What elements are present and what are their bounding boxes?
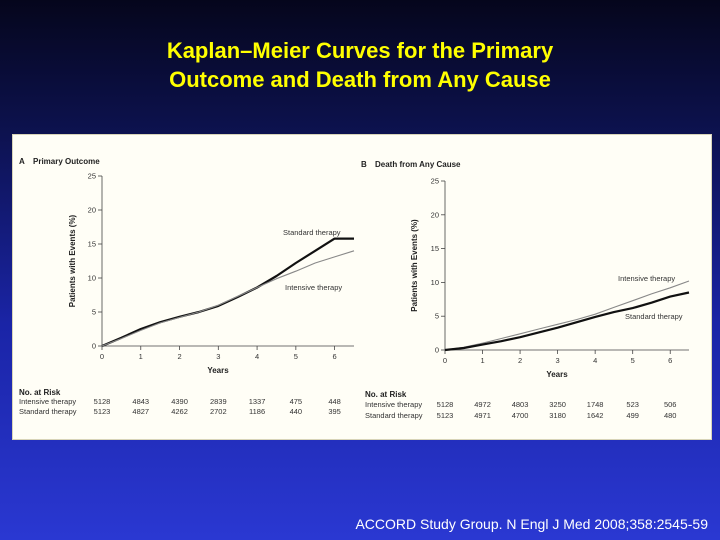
series-label: Intensive therapy [285,283,342,292]
risk-value: 1337 [249,397,266,406]
x-tick-label: 5 [294,352,298,361]
y-tick-label: 15 [431,244,439,253]
risk-value: 5123 [94,407,111,416]
y-tick-label: 0 [92,342,96,351]
series-line-standard-therapy [101,237,354,348]
risk-value: 1186 [249,407,265,416]
risk-value: 395 [328,407,341,416]
risk-value: 4262 [171,407,188,416]
y-tick-label: 20 [88,206,96,215]
x-axis-label: Years [207,366,229,375]
risk-value: 4843 [132,397,149,406]
x-tick-label: 1 [139,352,143,361]
risk-value: 4390 [171,397,188,406]
risk-value: 2839 [210,397,227,406]
risk-value: 523 [626,400,639,409]
slide-title-line-2: Outcome and Death from Any Cause [169,67,551,92]
risk-value: 5128 [94,397,111,406]
x-tick-label: 3 [216,352,220,361]
risk-value: 1748 [587,400,604,409]
panel-title: Death from Any Cause [375,160,461,169]
figure-panel: A Primary Outcome 0 5 10 15 20 25 0 1 2 3 4 5 6 Years Pa… [12,134,712,440]
y-tick-label: 15 [88,240,96,249]
x-tick-label: 2 [518,356,522,365]
slide-title: Kaplan–Meier Curves for the Primary Outc… [0,36,720,94]
risk-value: 2702 [210,407,227,416]
risk-value: 4700 [512,411,529,420]
risk-row-label: Standard therapy [19,407,77,416]
y-tick-label: 10 [431,278,439,287]
series-line-standard-therapy [444,291,690,352]
slide-title-line-1: Kaplan–Meier Curves for the Primary [166,38,554,63]
risk-value: 5128 [437,400,454,409]
x-tick-label: 2 [177,352,181,361]
risk-table-header: No. at Risk [365,390,407,399]
risk-value: 5123 [437,411,454,420]
x-tick-label: 6 [668,356,672,365]
risk-row-label: Standard therapy [365,411,423,420]
y-axis-label: Patients with Events (%) [68,214,77,307]
y-tick-label: 10 [88,274,96,283]
x-tick-label: 0 [100,352,104,361]
risk-value: 475 [290,397,303,406]
risk-table-header: No. at Risk [19,388,61,397]
risk-value: 4803 [512,400,529,409]
series-line-intensive-therapy [444,280,690,351]
y-tick-label: 5 [435,312,439,321]
risk-value: 499 [626,411,639,420]
risk-row-label: Intensive therapy [365,400,422,409]
risk-value: 4972 [474,400,491,409]
y-tick-label: 5 [92,308,96,317]
series-label: Intensive therapy [618,274,675,283]
risk-value: 3180 [549,411,566,420]
x-axis-label: Years [546,370,568,379]
y-tick-label: 25 [431,177,439,186]
series-label: Standard therapy [283,228,341,237]
y-axis-label: Patients with Events (%) [410,219,419,312]
x-tick-label: 0 [443,356,447,365]
x-tick-label: 5 [631,356,635,365]
risk-value: 506 [664,400,677,409]
citation: ACCORD Study Group. N Engl J Med 2008;35… [355,516,708,532]
risk-row-label: Intensive therapy [19,397,76,406]
risk-value: 3250 [549,400,566,409]
series-line-intensive-therapy [101,250,355,347]
y-tick-label: 0 [435,346,439,355]
risk-value: 480 [664,411,677,420]
y-tick-label: 25 [88,172,96,181]
risk-value: 1642 [587,411,604,420]
panel-title: Primary Outcome [33,157,100,166]
x-tick-label: 4 [593,356,597,365]
x-tick-label: 1 [480,356,484,365]
risk-value: 440 [290,407,303,416]
y-tick-label: 20 [431,210,439,219]
risk-value: 448 [328,397,341,406]
series-label: Standard therapy [625,312,683,321]
panel-letter: A [19,157,25,166]
x-tick-label: 4 [255,352,259,361]
panel-letter: B [361,160,367,169]
risk-value: 4971 [474,411,491,420]
x-tick-label: 3 [556,356,560,365]
risk-value: 4827 [132,407,149,416]
x-tick-label: 6 [333,352,337,361]
